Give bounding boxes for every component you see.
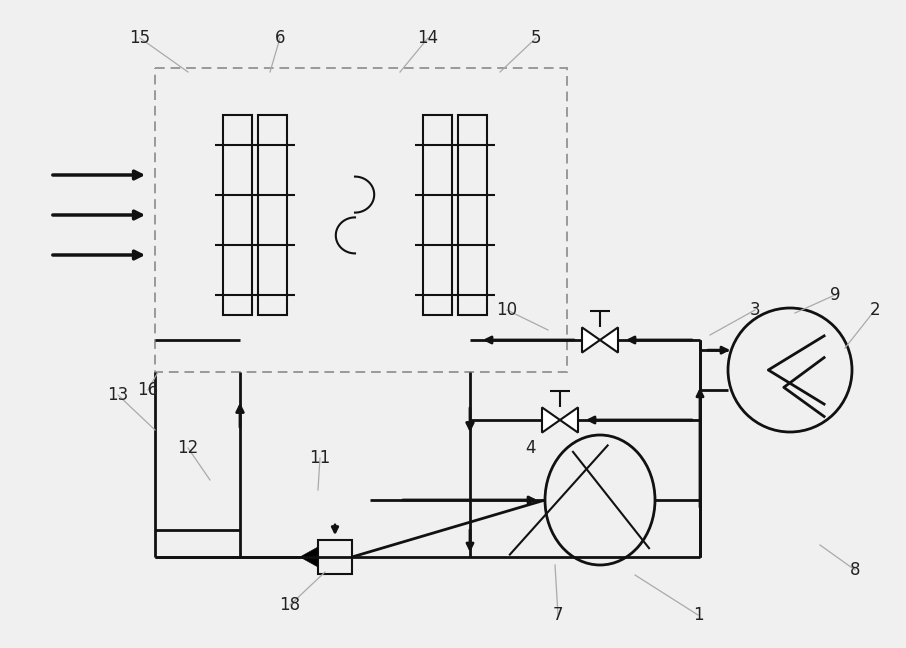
Text: 9: 9	[830, 286, 840, 304]
Text: 2: 2	[870, 301, 881, 319]
Text: 5: 5	[531, 29, 541, 47]
Polygon shape	[582, 327, 600, 353]
Text: 3: 3	[749, 301, 760, 319]
Text: 10: 10	[496, 301, 517, 319]
Text: 16: 16	[138, 381, 159, 399]
Text: 11: 11	[309, 449, 331, 467]
Text: 15: 15	[130, 29, 150, 47]
Text: 14: 14	[418, 29, 439, 47]
Polygon shape	[560, 408, 578, 433]
Text: 6: 6	[275, 29, 285, 47]
Text: 1: 1	[693, 606, 703, 624]
Text: 13: 13	[108, 386, 129, 404]
Text: 18: 18	[279, 596, 301, 614]
Text: 12: 12	[178, 439, 198, 457]
Text: 8: 8	[850, 561, 861, 579]
Text: 7: 7	[553, 606, 564, 624]
Polygon shape	[300, 547, 318, 567]
Text: 4: 4	[525, 439, 535, 457]
Polygon shape	[542, 408, 560, 433]
Polygon shape	[600, 327, 618, 353]
